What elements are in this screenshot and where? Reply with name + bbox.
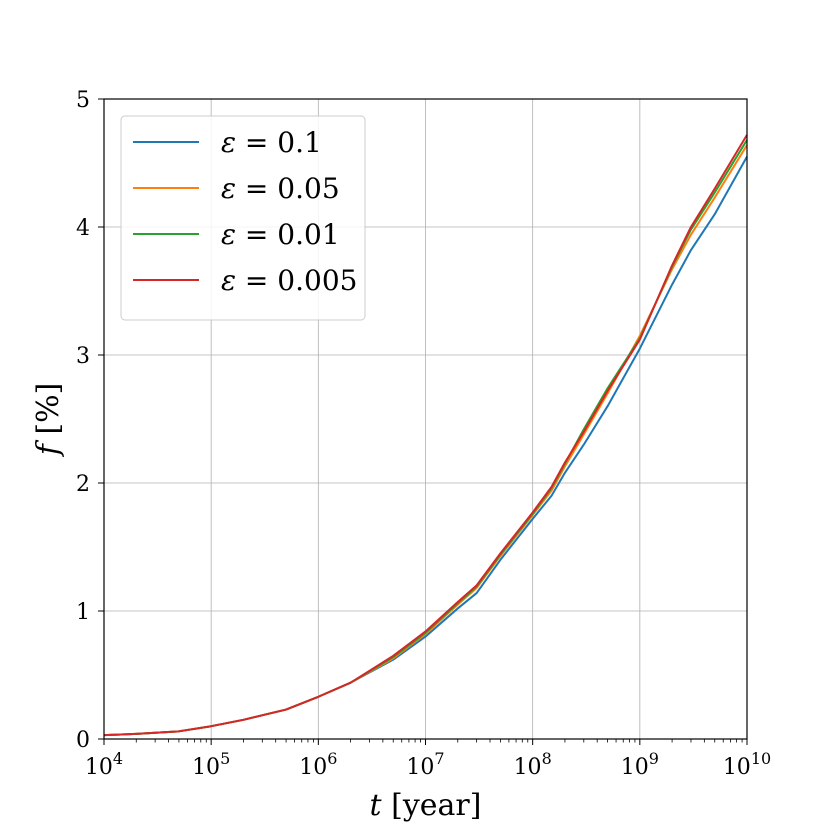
x-tick-label: 1010	[723, 749, 771, 780]
legend-value: = 0.1	[236, 126, 322, 159]
y-tick-label: 5	[76, 88, 90, 113]
legend-symbol: ε	[221, 264, 236, 297]
x-tick-label: 105	[192, 749, 230, 780]
x-tick-exponent: 10	[751, 749, 771, 768]
x-tick-base: 10	[723, 755, 751, 780]
legend-box	[120, 115, 366, 321]
legend-symbol: ε	[221, 172, 236, 205]
y-tick-label: 2	[76, 472, 90, 497]
y-axis-unit: [%]	[31, 383, 66, 444]
x-tick-exponent: 4	[113, 749, 123, 768]
legend-value: = 0.01	[236, 218, 340, 251]
x-tick-base: 10	[621, 755, 649, 780]
x-tick-exponent: 8	[542, 749, 552, 768]
x-axis-unit: [year]	[382, 788, 482, 823]
legend-label: ε = 0.005	[221, 264, 357, 297]
x-tick-label: 109	[621, 749, 659, 780]
x-axis-variable: t	[370, 788, 383, 823]
legend-label: ε = 0.05	[221, 172, 340, 205]
y-tick-label: 4	[76, 216, 90, 241]
legend-label: ε = 0.01	[221, 218, 340, 251]
x-tick-base: 10	[192, 755, 220, 780]
legend-value: = 0.005	[236, 264, 357, 297]
x-tick-label: 107	[406, 749, 444, 780]
y-axis-label: f [%]	[31, 383, 66, 458]
legend-symbol: ε	[221, 218, 236, 251]
y-tick-label: 3	[76, 344, 90, 369]
x-axis-label: t [year]	[370, 788, 482, 823]
series-line	[103, 134, 748, 737]
legend: ε = 0.1ε = 0.05ε = 0.01ε = 0.005	[120, 115, 366, 321]
legend-label: ε = 0.1	[221, 126, 322, 159]
x-tick-label: 106	[299, 749, 337, 780]
x-tick-exponent: 6	[327, 749, 337, 768]
series-lines	[103, 134, 748, 737]
x-tick-base: 10	[406, 755, 434, 780]
x-tick-label: 108	[514, 749, 552, 780]
x-tick-base: 10	[514, 755, 542, 780]
x-tick-exponent: 9	[649, 749, 659, 768]
x-tick-label: 104	[85, 749, 123, 780]
legend-symbol: ε	[221, 126, 236, 159]
x-tick-exponent: 5	[220, 749, 230, 768]
y-tick-label: 0	[76, 728, 90, 753]
y-tick-label: 1	[76, 600, 90, 625]
x-tick-base: 10	[85, 755, 113, 780]
x-tick-base: 10	[299, 755, 327, 780]
legend-value: = 0.05	[236, 172, 340, 205]
axis-ticks	[98, 98, 748, 745]
x-tick-exponent: 7	[434, 749, 444, 768]
